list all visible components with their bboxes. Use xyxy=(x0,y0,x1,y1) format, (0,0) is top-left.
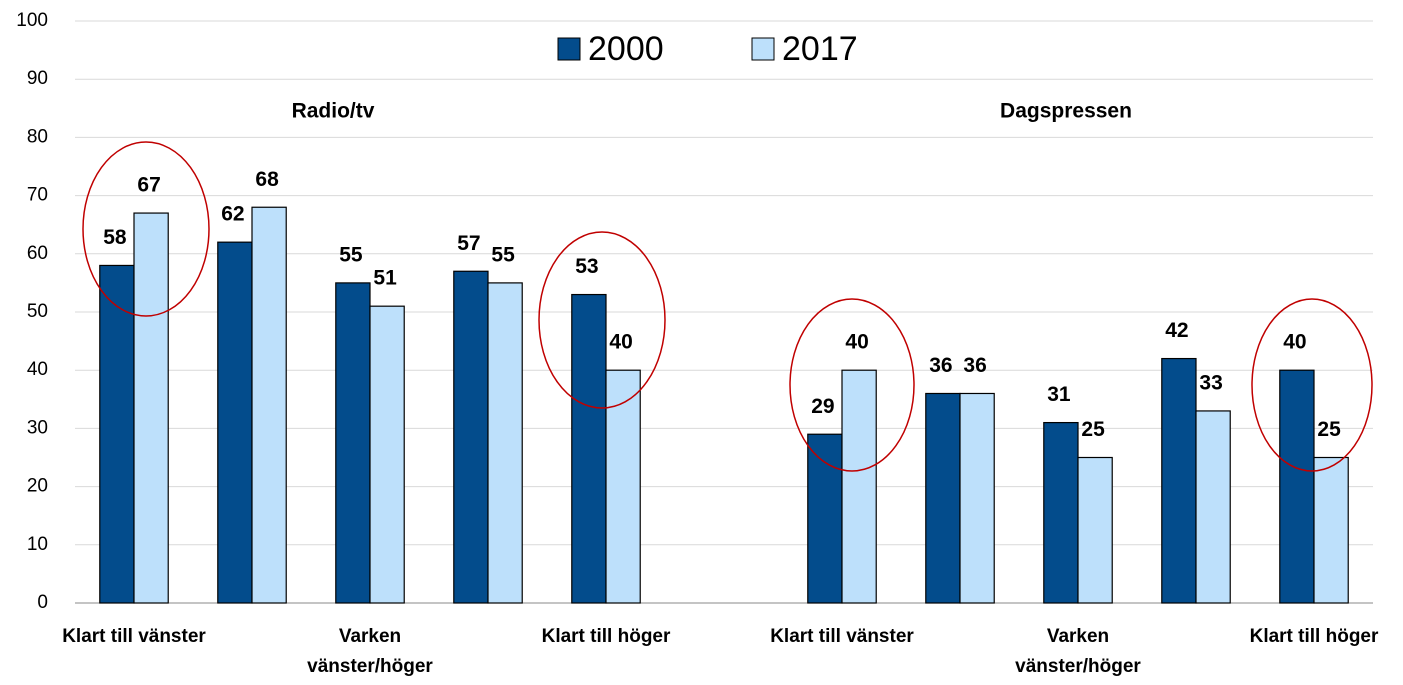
bar xyxy=(369,305,405,604)
data-label: 55 xyxy=(491,243,515,266)
bar xyxy=(605,369,641,604)
y-tick-label: 50 xyxy=(27,301,48,322)
highlight-ellipse xyxy=(789,298,915,472)
y-tick-label: 100 xyxy=(16,10,48,31)
data-label: 58 xyxy=(103,226,127,249)
y-tick-label: 70 xyxy=(27,185,48,206)
data-label: 25 xyxy=(1081,418,1105,441)
data-label: 67 xyxy=(137,174,160,197)
data-label: 55 xyxy=(339,243,363,266)
bar xyxy=(335,282,371,604)
y-tick-label: 90 xyxy=(27,68,48,89)
y-tick-label: 0 xyxy=(37,592,48,613)
bar xyxy=(453,270,489,604)
highlight-ellipse xyxy=(538,231,666,409)
bar xyxy=(1279,369,1315,604)
bar xyxy=(1195,410,1231,604)
data-label: 29 xyxy=(811,395,834,418)
bar xyxy=(133,212,169,604)
grid xyxy=(75,20,1373,604)
legend-label: 2017 xyxy=(782,30,858,68)
bar xyxy=(1313,456,1349,604)
bar xyxy=(1161,357,1197,604)
highlight-ellipse xyxy=(82,141,210,317)
data-label: 25 xyxy=(1317,418,1341,441)
y-tick-label: 80 xyxy=(27,126,48,147)
data-label: 36 xyxy=(929,354,952,377)
y-tick-label: 20 xyxy=(27,476,48,497)
bar xyxy=(959,392,995,604)
data-label: 51 xyxy=(373,267,397,290)
bar xyxy=(841,369,877,604)
data-label: 42 xyxy=(1165,319,1188,342)
y-tick-label: 30 xyxy=(27,417,48,438)
x-tick-label: Klart till höger xyxy=(1249,626,1379,647)
highlight-ellipse xyxy=(1251,298,1373,472)
group-label: Radio/tv xyxy=(292,100,375,123)
x-tick-label: Varken vänster/höger xyxy=(307,626,433,677)
data-label: 68 xyxy=(255,168,279,191)
bar xyxy=(217,241,253,604)
bar xyxy=(251,206,287,604)
bars xyxy=(99,206,1349,604)
y-tick-label: 60 xyxy=(27,243,48,264)
bar xyxy=(1043,421,1079,604)
data-label: 53 xyxy=(575,255,598,278)
data-label: 40 xyxy=(845,331,868,354)
y-tick-label: 10 xyxy=(27,534,48,555)
bar xyxy=(487,282,523,604)
legend-label: 2000 xyxy=(588,30,664,68)
bar xyxy=(571,293,607,604)
bar xyxy=(1077,456,1113,604)
data-label: 33 xyxy=(1199,371,1222,394)
data-label: 31 xyxy=(1047,383,1071,406)
x-tick-label: Klart till vänster xyxy=(62,626,206,647)
y-tick-label: 40 xyxy=(27,359,48,380)
bar xyxy=(925,392,961,604)
legend-swatch xyxy=(751,37,775,61)
data-label: 36 xyxy=(963,354,986,377)
data-label: 62 xyxy=(221,203,244,226)
legend-swatch xyxy=(557,37,581,61)
data-label: 40 xyxy=(1283,331,1306,354)
data-label: 57 xyxy=(457,232,480,255)
group-label: Dagspressen xyxy=(1000,100,1132,123)
data-label: 40 xyxy=(609,331,632,354)
x-tick-label: Klart till vänster xyxy=(770,626,914,647)
x-tick-label: Varken vänster/höger xyxy=(1015,626,1141,677)
bar xyxy=(99,264,135,604)
x-tick-label: Klart till höger xyxy=(541,626,671,647)
bar xyxy=(807,433,843,604)
